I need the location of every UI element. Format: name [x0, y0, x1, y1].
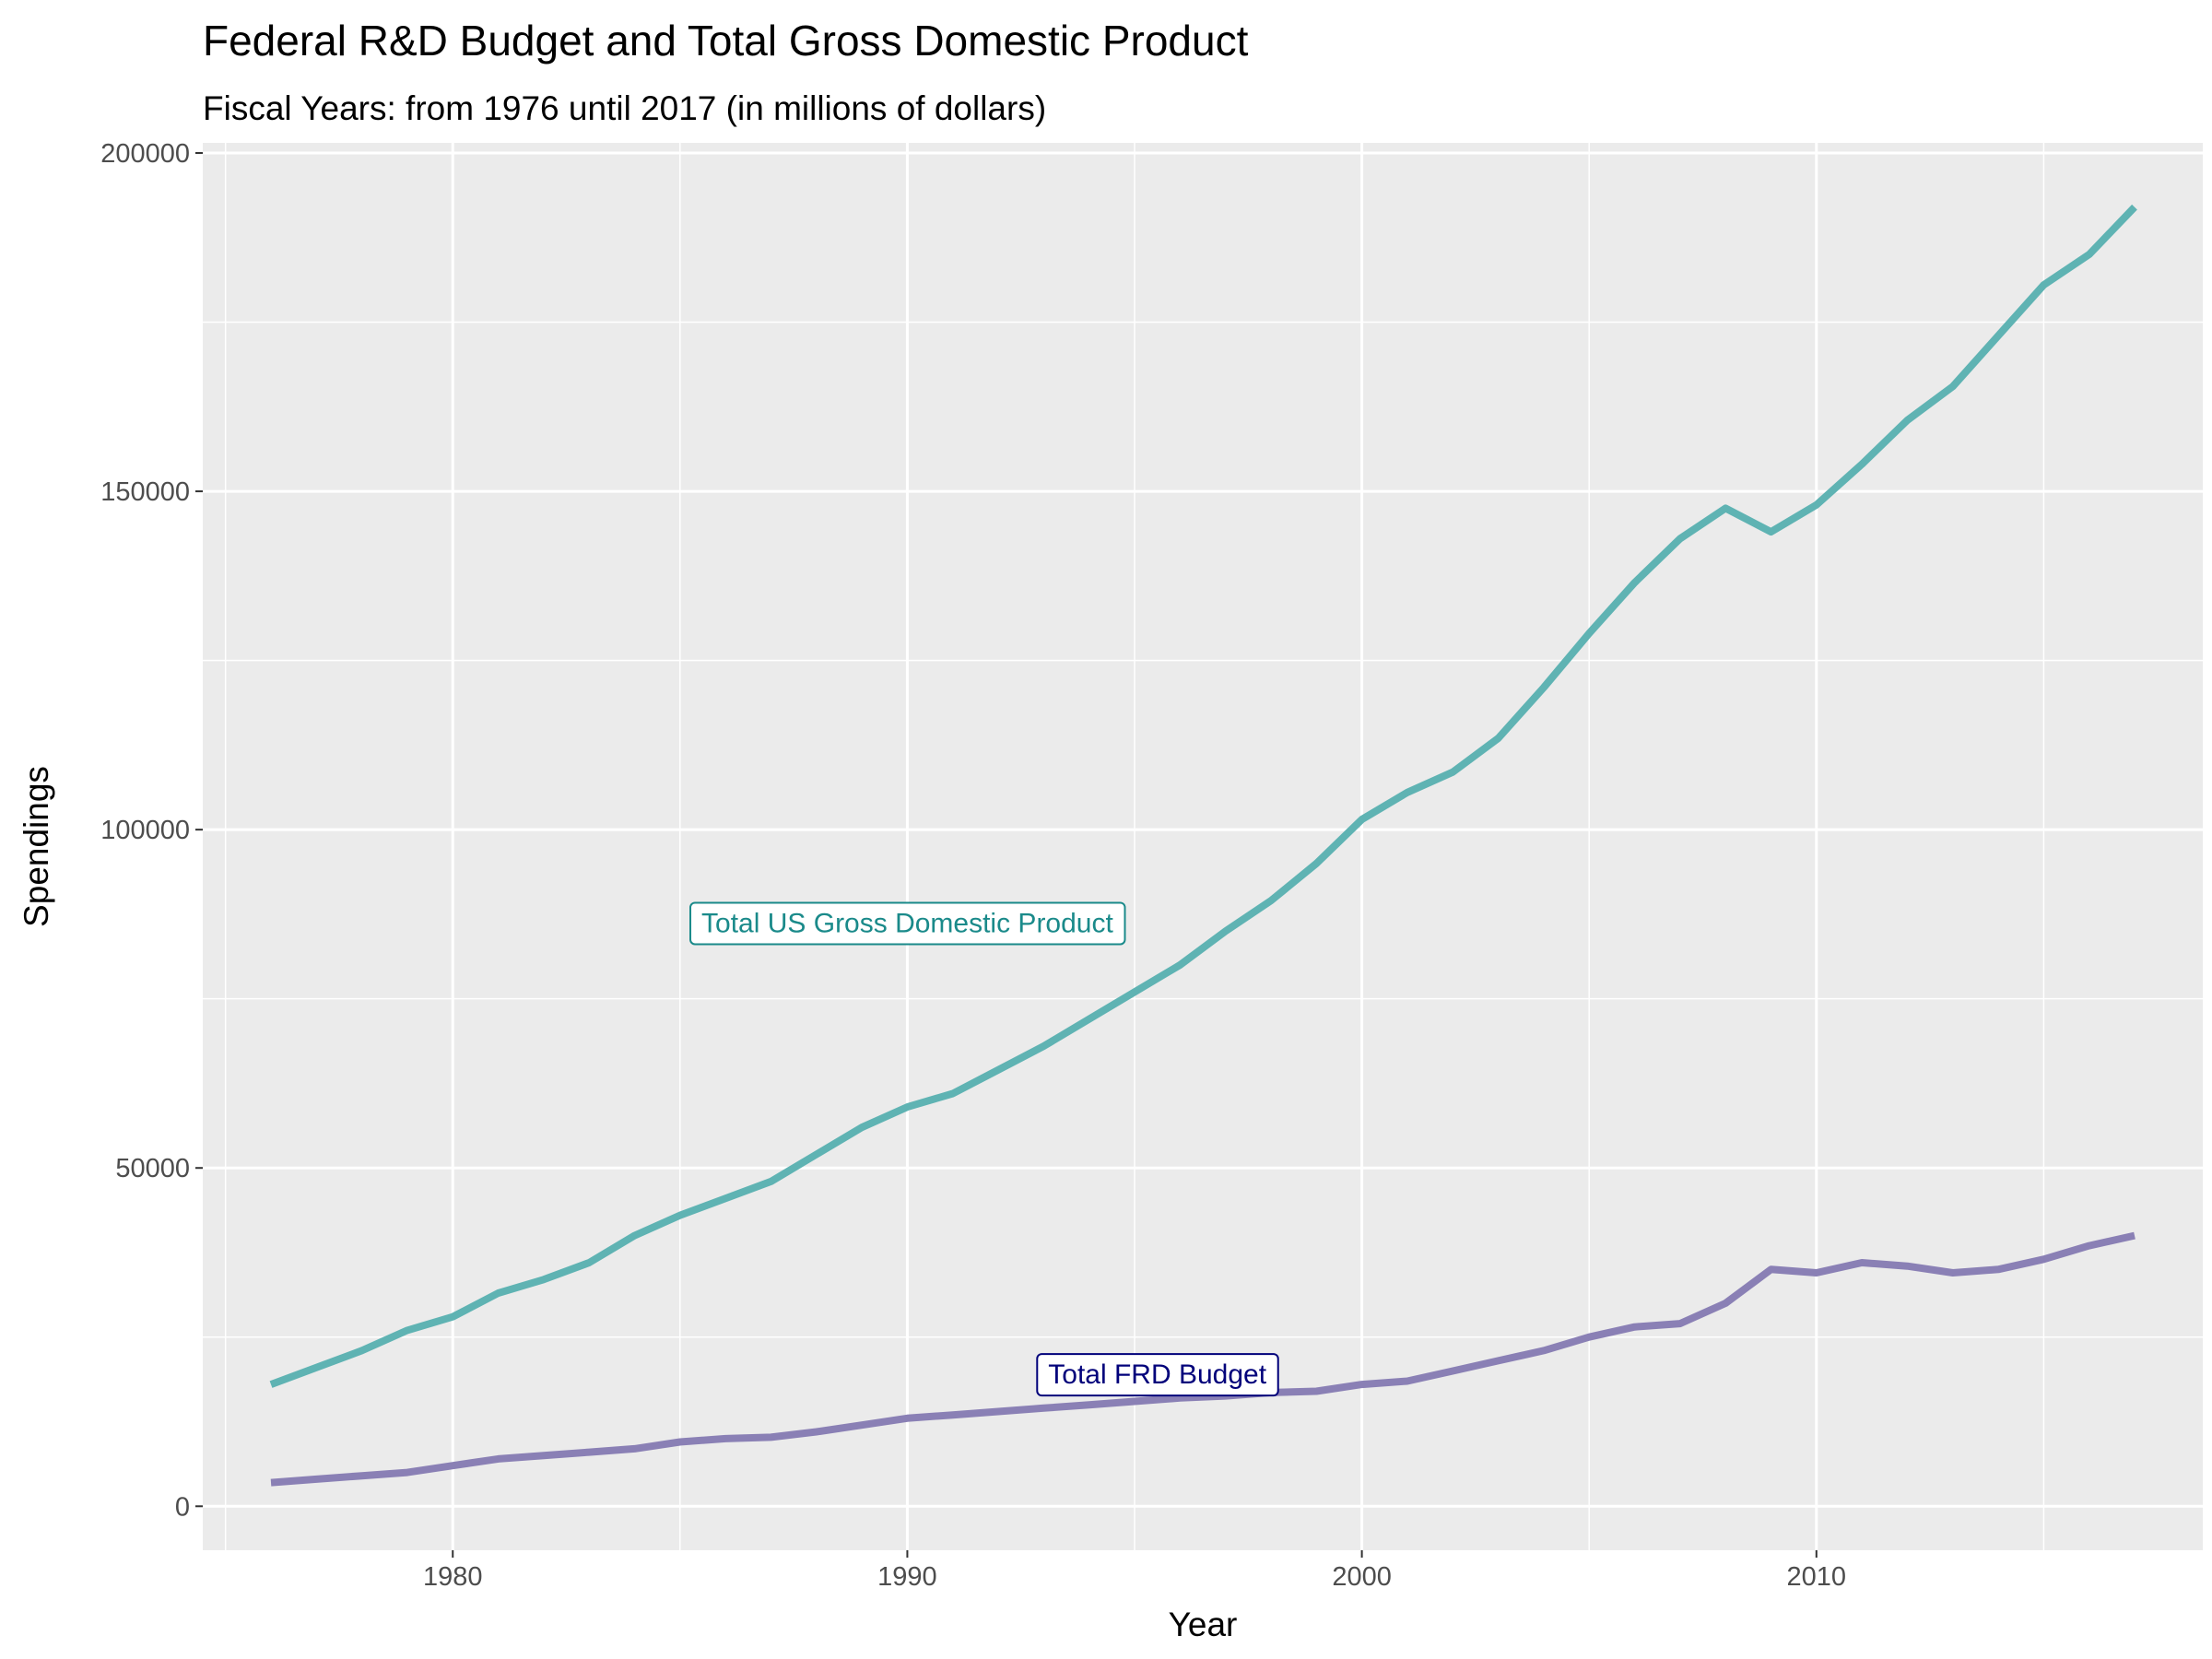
x-tick-label: 1990 — [877, 1562, 937, 1592]
x-axis: 1980 1990 2000 2010 — [423, 1550, 1846, 1592]
x-tick-label: 1980 — [423, 1562, 483, 1592]
series-line-0 — [269, 204, 2137, 1388]
chart-title: Federal R&D Budget and Total Gross Domes… — [203, 17, 1249, 65]
annotation-label: Total US Gross Domestic Product — [701, 908, 1113, 938]
series-layer — [269, 204, 2137, 1487]
chart-subtitle: Fiscal Years: from 1976 until 2017 (in m… — [203, 89, 1046, 127]
x-axis-title: Year — [1169, 1606, 1238, 1643]
annotation-label: Total FRD Budget — [1048, 1359, 1266, 1390]
annotation-layer: Total US Gross Domestic Product Total FRD… — [689, 901, 1279, 1397]
annotation-box — [689, 901, 1126, 946]
series-annotation-0: Total US Gross Domestic Product — [689, 901, 1126, 946]
y-tick-label: 100000 — [100, 816, 190, 845]
y-tick-label: 0 — [175, 1492, 190, 1522]
y-axis-title: Spendings — [18, 766, 55, 927]
x-tick-label: 2000 — [1332, 1562, 1392, 1592]
grid-minor — [203, 143, 2203, 1550]
y-axis: 0 50000 100000 150000 200000 — [100, 139, 203, 1522]
series-line-1 — [270, 1231, 2136, 1487]
x-tick-label: 2010 — [1787, 1562, 1847, 1592]
grid-major — [203, 143, 2203, 1550]
y-tick-label: 200000 — [100, 139, 190, 169]
series-annotation-1: Total FRD Budget — [1036, 1353, 1279, 1397]
y-tick-label: 150000 — [100, 477, 190, 507]
plot-panel — [203, 143, 2203, 1550]
annotation-box — [1036, 1353, 1279, 1397]
y-tick-label: 50000 — [115, 1154, 190, 1183]
